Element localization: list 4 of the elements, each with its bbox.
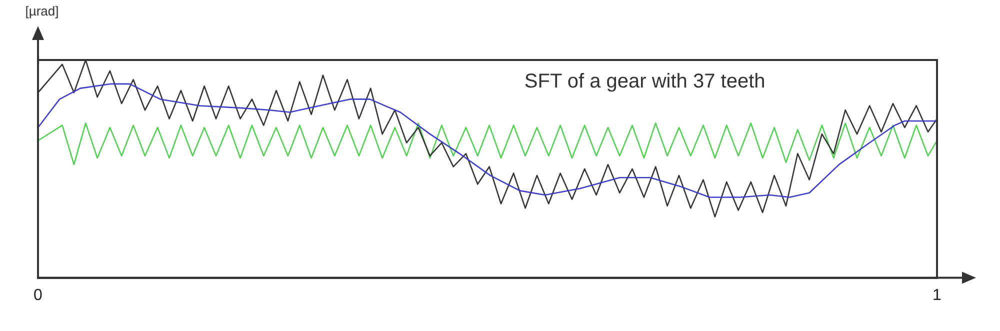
- y-axis-title: [µrad]: [25, 4, 59, 19]
- text: SFT of a gear with 37 teeth: [524, 70, 766, 93]
- x-tick-label: 0: [34, 286, 43, 304]
- x-tick-label: 1: [932, 286, 942, 304]
